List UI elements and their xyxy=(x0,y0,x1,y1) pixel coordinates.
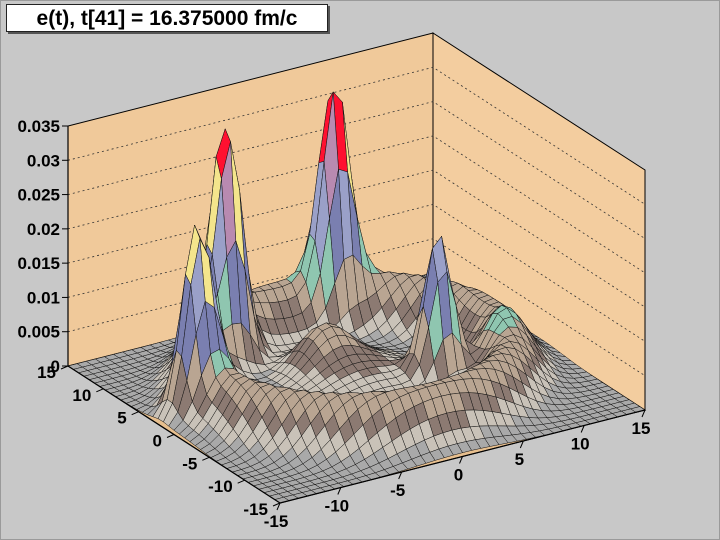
y-tick-label: 10 xyxy=(72,386,91,405)
surface-mesh xyxy=(67,91,646,504)
z-gridline xyxy=(67,66,646,205)
y-tick-label: -15 xyxy=(243,500,268,519)
x-tick-mark xyxy=(398,471,403,480)
z-tick-label: 0 xyxy=(51,357,60,376)
x-tick-mark xyxy=(641,409,646,418)
y-tick-label: 0 xyxy=(153,432,162,451)
y-tick-mark xyxy=(131,411,139,416)
x-tick-mark xyxy=(276,502,281,511)
y-tick-label: 15 xyxy=(37,363,56,382)
y-tick-mark xyxy=(237,479,245,484)
z-tick-label: 0.02 xyxy=(27,220,60,239)
x-tick-label: 10 xyxy=(571,435,590,454)
x-tick-label: -5 xyxy=(390,481,405,500)
z-tick-label: 0.03 xyxy=(27,151,60,170)
y-tick-label: -10 xyxy=(208,477,233,496)
y-tick-label: -5 xyxy=(182,454,197,473)
tick-labels: 00.0050.010.0150.020.0250.030.035-15-10-… xyxy=(17,117,650,531)
x-tick-label: -10 xyxy=(325,497,350,516)
y-tick-mark xyxy=(166,434,175,438)
x-tick-label: -15 xyxy=(264,512,289,531)
x-tick-label: 0 xyxy=(454,466,463,485)
x-tick-label: 15 xyxy=(632,419,651,438)
y-tick-label: 5 xyxy=(117,409,126,428)
chart-title: e(t), t[41] = 16.375000 fm/c xyxy=(6,4,328,32)
z-tick-label: 0.015 xyxy=(17,254,60,273)
z-tick-label: 0.01 xyxy=(27,288,60,307)
y-tick-mark xyxy=(96,388,104,393)
y-tick-mark xyxy=(60,365,69,370)
z-tick-label: 0.025 xyxy=(17,186,60,205)
z-tick-label: 0.035 xyxy=(17,117,60,136)
y-tick-mark xyxy=(202,456,210,461)
x-tick-mark xyxy=(459,456,463,464)
z-gridline xyxy=(67,135,646,274)
z-gridline xyxy=(67,101,646,239)
y-tick-mark xyxy=(272,502,281,507)
z-gridline xyxy=(67,169,646,308)
x-tick-mark xyxy=(519,440,524,449)
x-tick-label: 5 xyxy=(515,450,524,469)
z-tick-label: 0.005 xyxy=(17,323,60,342)
x-tick-mark xyxy=(337,487,342,495)
x-tick-mark xyxy=(580,425,585,433)
